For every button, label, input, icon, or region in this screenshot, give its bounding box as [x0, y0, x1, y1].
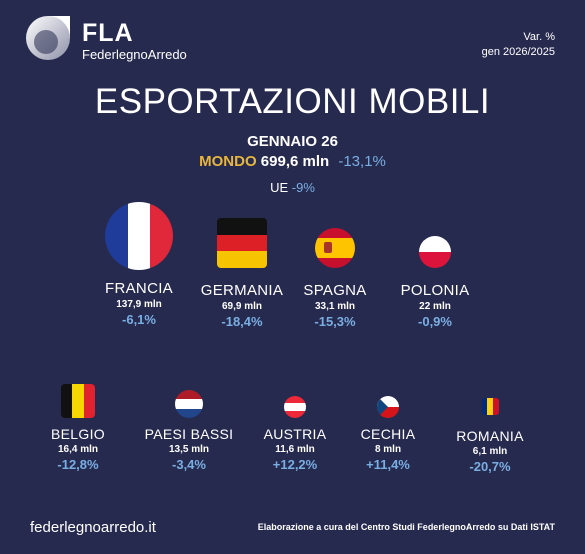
country-name: FRANCIA	[105, 280, 173, 297]
page-subtitle: GENNAIO 26	[247, 133, 338, 150]
country-change: -18,4%	[221, 314, 263, 329]
country-value: 22 mln	[419, 301, 451, 312]
country-value: 69,9 mln	[221, 301, 263, 312]
world-total: MONDO 699,6 mln -13,1%	[0, 153, 585, 170]
country-france: FRANCIA 137,9 mln -6,1%	[79, 202, 199, 327]
romania-flag-icon	[481, 398, 499, 415]
eu-label: UE	[270, 180, 289, 195]
netherlands-flag-icon	[175, 390, 203, 418]
country-romania: ROMANIA 6,1 mln -20,7%	[430, 398, 550, 474]
brand-full-name: FederlegnoArredo	[82, 47, 187, 62]
source-note: Elaborazione a cura del Centro Studi Fed…	[257, 522, 555, 532]
country-change: -12,8%	[57, 457, 99, 472]
country-change: -15,3%	[314, 314, 356, 329]
france-flag-icon	[105, 202, 173, 270]
country-value: 16,4 mln	[57, 444, 99, 455]
world-change: -13,1%	[338, 153, 386, 170]
eu-change: -9%	[291, 180, 315, 195]
country-change: -6,1%	[122, 312, 156, 327]
country-change: +11,4%	[366, 457, 410, 472]
country-value: 8 mln	[374, 444, 402, 455]
country-name: POLONIA	[400, 282, 470, 299]
country-value: 33,1 mln	[314, 301, 356, 312]
country-value: 6,1 mln	[472, 446, 508, 457]
fla-logo-icon	[24, 14, 72, 62]
country-value: 137,9 mln	[116, 299, 162, 310]
world-label: MONDO	[199, 153, 257, 170]
country-name: GERMANIA	[200, 282, 284, 299]
country-name: CECHIA	[360, 426, 416, 442]
country-change: +12,2%	[272, 457, 318, 472]
country-name: ROMANIA	[456, 428, 524, 444]
brand-name: FLA	[82, 19, 134, 47]
country-change: -3,4%	[172, 457, 206, 472]
country-austria: AUSTRIA 11,6 mln +12,2%	[235, 396, 355, 472]
country-czechia: CECHIA 8 mln +11,4%	[328, 396, 448, 472]
page-title: ESPORTAZIONI MOBILI	[94, 82, 491, 121]
belgium-flag-icon	[61, 384, 95, 418]
country-name: AUSTRIA	[263, 426, 327, 442]
czechia-flag-icon	[377, 396, 399, 418]
world-value: 699,6 mln	[260, 153, 330, 170]
variation-period: gen 2026/2025	[481, 46, 555, 58]
country-change: -0,9%	[418, 314, 452, 329]
country-change: -20,7%	[469, 459, 511, 474]
austria-flag-icon	[284, 396, 306, 418]
country-name: SPAGNA	[303, 282, 367, 299]
country-netherlands: PAESI BASSI 13,5 mln -3,4%	[129, 390, 249, 472]
country-poland: POLONIA 22 mln -0,9%	[375, 236, 495, 329]
country-spain: SPAGNA 33,1 mln -15,3%	[275, 228, 395, 329]
country-belgium: BELGIO 16,4 mln -12,8%	[18, 384, 138, 472]
brand-block: FLA FederlegnoArredo	[82, 20, 187, 62]
eu-total: UE -9%	[0, 180, 585, 195]
website-link[interactable]: federlegnoarredo.it	[30, 519, 156, 536]
country-name: PAESI BASSI	[144, 426, 234, 442]
poland-flag-icon	[419, 236, 451, 268]
country-name: BELGIO	[51, 426, 105, 442]
variation-label: Var. %	[523, 31, 555, 43]
variation-label-block: Var. % gen 2026/2025	[482, 30, 555, 60]
germany-flag-icon	[217, 218, 267, 268]
country-value: 11,6 mln	[275, 444, 315, 455]
spain-flag-icon	[315, 228, 355, 268]
country-germany: GERMANIA 69,9 mln -18,4%	[182, 218, 302, 329]
country-value: 13,5 mln	[168, 444, 210, 455]
